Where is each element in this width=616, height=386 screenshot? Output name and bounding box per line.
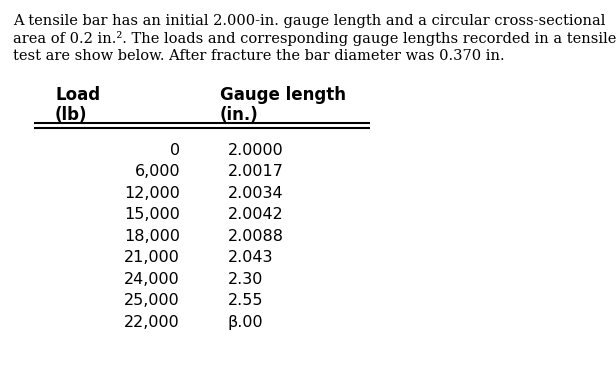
Text: 24,000: 24,000 xyxy=(124,272,180,287)
Text: 2.55: 2.55 xyxy=(228,293,264,308)
Text: Load: Load xyxy=(55,86,100,104)
Text: 22,000: 22,000 xyxy=(124,315,180,330)
Text: β.00: β.00 xyxy=(228,315,264,330)
Text: 18,000: 18,000 xyxy=(124,229,180,244)
Text: test are show below. After fracture the bar diameter was 0.370 in.: test are show below. After fracture the … xyxy=(13,49,505,63)
Text: 2.0034: 2.0034 xyxy=(228,186,283,201)
Text: 15,000: 15,000 xyxy=(124,208,180,222)
Text: 2.0000: 2.0000 xyxy=(228,143,284,158)
Text: 2.043: 2.043 xyxy=(228,251,274,266)
Text: A tensile bar has an initial 2.000-in. gauge length and a circular cross-section: A tensile bar has an initial 2.000-in. g… xyxy=(13,14,606,28)
Text: (in.): (in.) xyxy=(220,106,259,124)
Text: 25,000: 25,000 xyxy=(124,293,180,308)
Text: 21,000: 21,000 xyxy=(124,251,180,266)
Text: 2.0042: 2.0042 xyxy=(228,208,284,222)
Text: 2.0088: 2.0088 xyxy=(228,229,284,244)
Text: 2.0017: 2.0017 xyxy=(228,164,284,179)
Text: 6,000: 6,000 xyxy=(134,164,180,179)
Text: 2.30: 2.30 xyxy=(228,272,264,287)
Text: area of 0.2 in.². The loads and corresponding gauge lengths recorded in a tensil: area of 0.2 in.². The loads and correspo… xyxy=(13,32,616,46)
Text: 12,000: 12,000 xyxy=(124,186,180,201)
Text: Gauge length: Gauge length xyxy=(220,86,346,104)
Text: (lb): (lb) xyxy=(55,106,87,124)
Text: 0: 0 xyxy=(170,143,180,158)
